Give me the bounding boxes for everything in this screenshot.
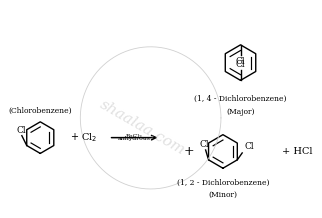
Text: + HCl: + HCl — [281, 147, 312, 156]
Text: $+$ Cl$_2$: $+$ Cl$_2$ — [70, 131, 97, 144]
Text: Cl: Cl — [244, 142, 254, 151]
Text: shaalaa.com: shaalaa.com — [98, 98, 188, 158]
Text: +: + — [184, 145, 194, 158]
Text: anhydrous: anhydrous — [118, 136, 151, 141]
Text: (1, 2 - Dichlorobenzene): (1, 2 - Dichlorobenzene) — [177, 179, 269, 187]
Text: Cl: Cl — [200, 140, 209, 149]
Text: (1, 4 - Dichlorobenzene): (1, 4 - Dichlorobenzene) — [194, 95, 287, 103]
Text: Cl: Cl — [236, 60, 245, 68]
Text: Cl: Cl — [236, 57, 245, 66]
Text: (Minor): (Minor) — [208, 191, 237, 199]
Text: Cl: Cl — [16, 126, 26, 135]
Text: (Major): (Major) — [226, 108, 255, 116]
Text: (Chlorobenzene): (Chlorobenzene) — [8, 107, 72, 115]
Text: FeCl₃: FeCl₃ — [126, 134, 142, 139]
